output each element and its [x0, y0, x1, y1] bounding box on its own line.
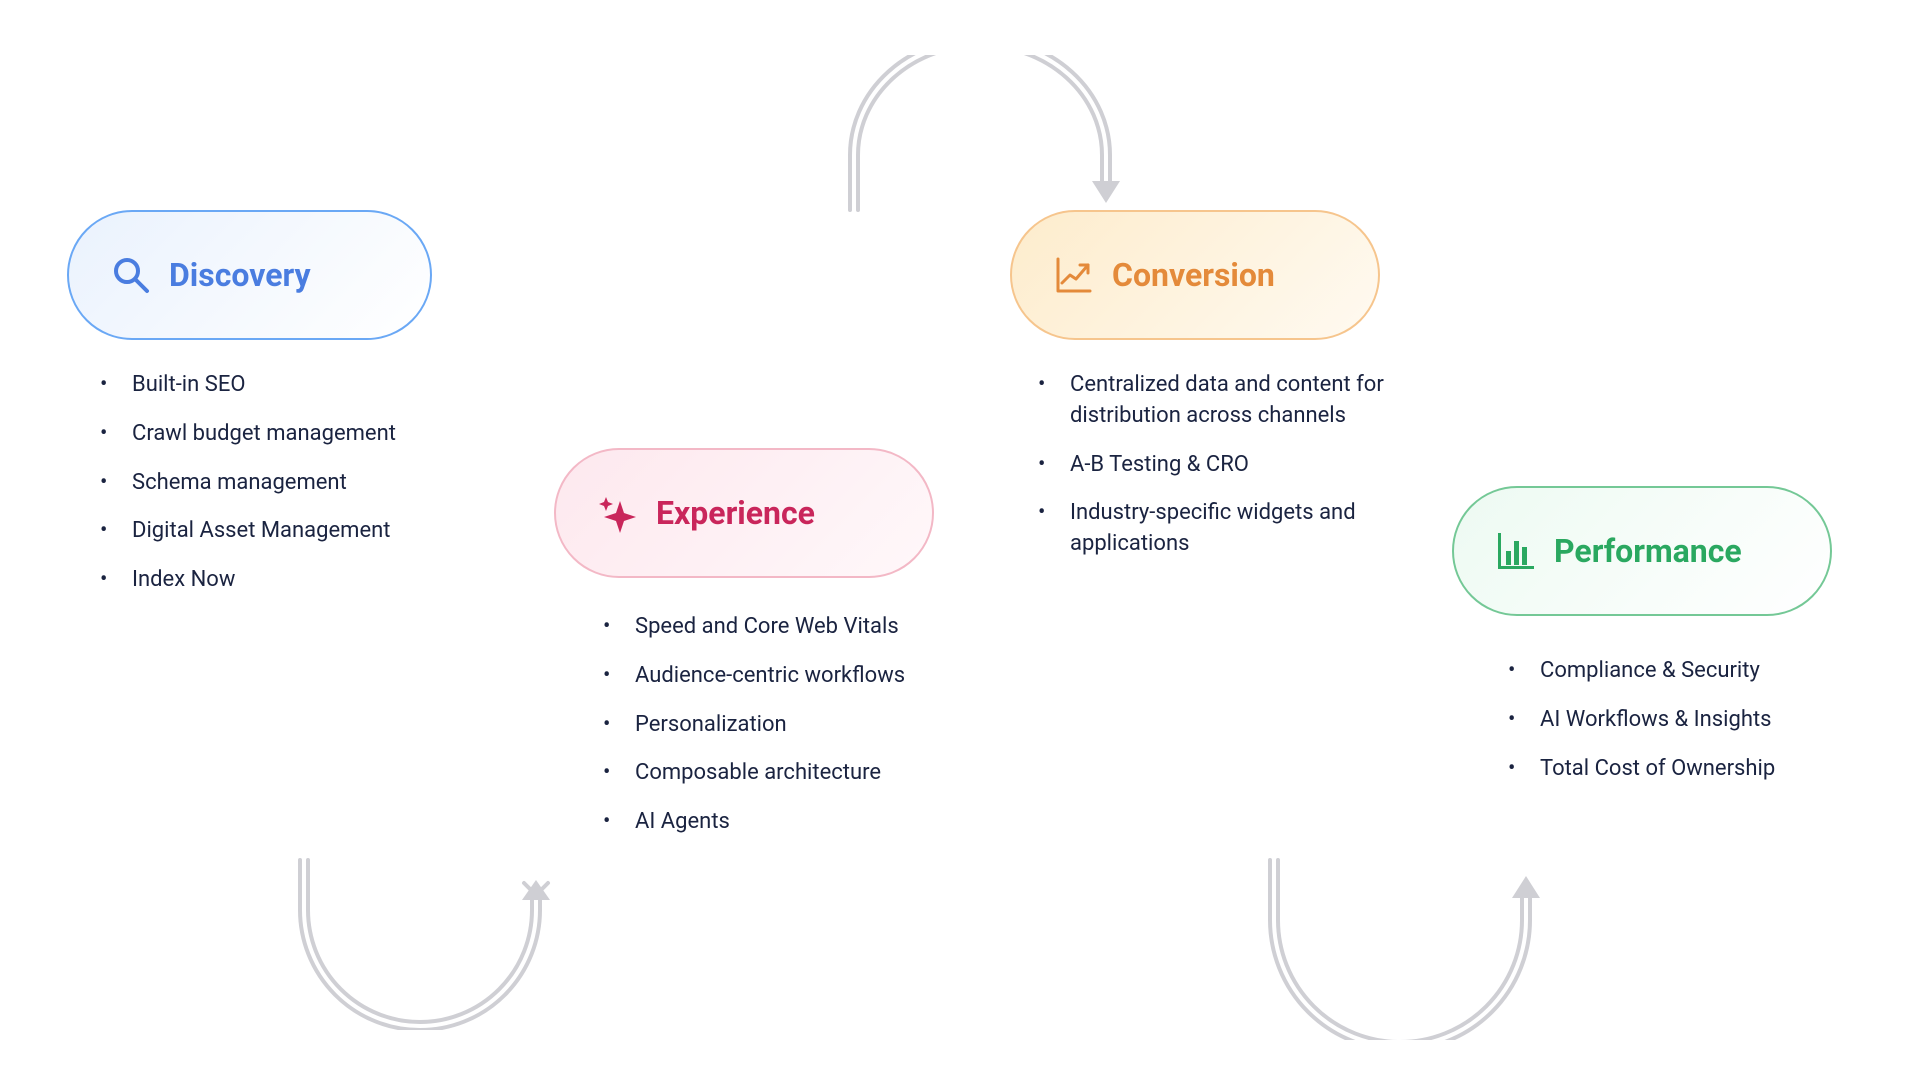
list-item: Compliance & Security	[1500, 656, 1920, 687]
experience-items: Speed and Core Web Vitals Audience-centr…	[595, 612, 1025, 856]
list-item: Audience-centric workflows	[595, 661, 1025, 692]
list-item: Composable architecture	[595, 758, 1025, 789]
list-item: AI Workflows & Insights	[1500, 705, 1920, 736]
list-item: Personalization	[595, 710, 1025, 741]
arrow-conversion-to-performance	[1210, 850, 1590, 1040]
list-item: Centralized data and content for distrib…	[1030, 370, 1450, 432]
performance-pill: Performance	[1452, 486, 1832, 616]
list-item: Index Now	[92, 565, 502, 596]
sparkle-icon	[598, 493, 638, 533]
discovery-pill: Discovery	[67, 210, 432, 340]
diagram-stage: Discovery Built-in SEO Crawl budget mana…	[0, 0, 1921, 1080]
conversion-pill: Conversion	[1010, 210, 1380, 340]
bar-chart-icon	[1496, 531, 1536, 571]
conversion-items: Centralized data and content for distrib…	[1030, 370, 1450, 578]
chart-up-icon	[1054, 255, 1094, 295]
list-item: Digital Asset Management	[92, 516, 502, 547]
list-item: Industry-specific widgets and applicatio…	[1030, 498, 1450, 560]
list-item: Speed and Core Web Vitals	[595, 612, 1025, 643]
list-item: Crawl budget management	[92, 419, 502, 450]
performance-items: Compliance & Security AI Workflows & Ins…	[1500, 656, 1920, 802]
list-item: Total Cost of Ownership	[1500, 754, 1920, 785]
list-item: AI Agents	[595, 807, 1025, 838]
experience-pill: Experience	[554, 448, 934, 578]
discovery-items: Built-in SEO Crawl budget management Sch…	[92, 370, 502, 614]
list-item: Built-in SEO	[92, 370, 502, 401]
list-item: A-B Testing & CRO	[1030, 450, 1450, 481]
discovery-title: Discovery	[169, 259, 311, 291]
arrow-experience-to-conversion	[800, 55, 1170, 215]
experience-title: Experience	[656, 497, 815, 529]
list-item: Schema management	[92, 468, 502, 499]
search-icon	[111, 255, 151, 295]
arrow-discovery-to-experience	[230, 850, 630, 1030]
conversion-title: Conversion	[1112, 259, 1275, 291]
performance-title: Performance	[1554, 535, 1742, 567]
